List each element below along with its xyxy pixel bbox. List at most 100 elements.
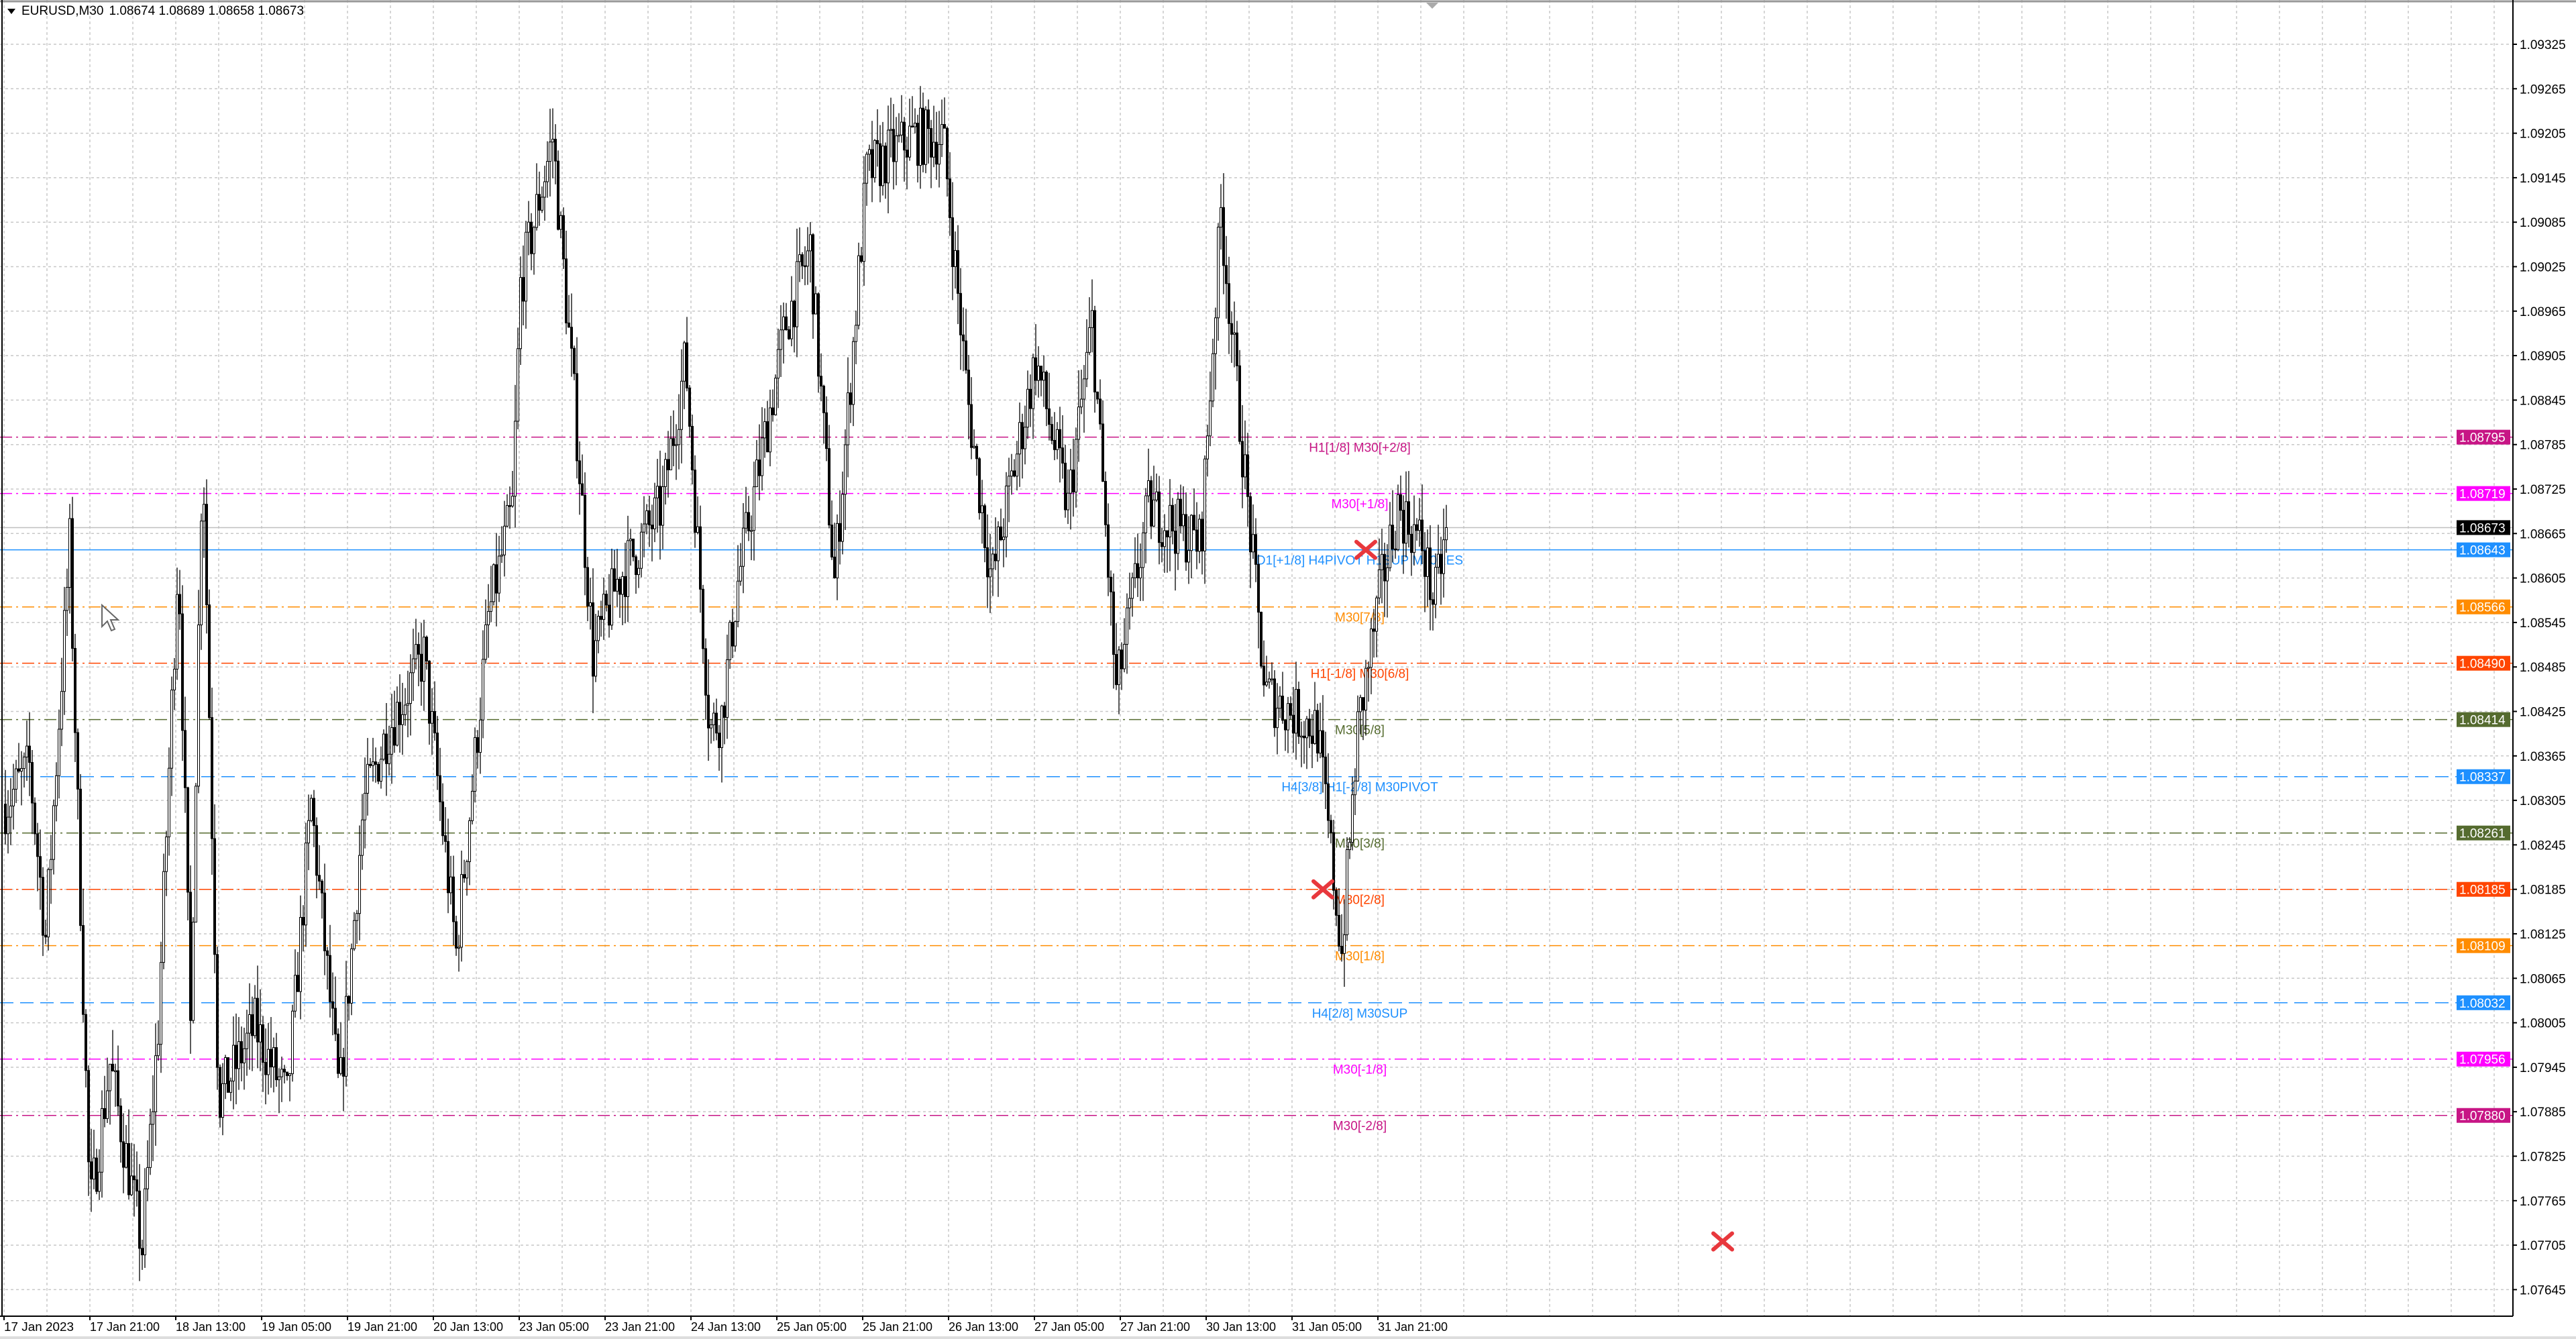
candle	[1391, 490, 1394, 563]
candle	[1394, 531, 1397, 559]
level-label: M30[-1/8]	[1333, 1063, 1387, 1077]
candle	[1134, 537, 1136, 588]
candle	[1214, 307, 1217, 390]
candle	[232, 1016, 235, 1110]
candle	[538, 171, 541, 226]
chart-header: EURUSD,M30 1.08674 1.08689 1.08658 1.086…	[7, 4, 304, 19]
candle	[1010, 453, 1013, 495]
level-price-label: 1.08109	[2459, 940, 2506, 954]
candle	[291, 1004, 294, 1082]
candle	[830, 500, 833, 560]
candle	[881, 121, 884, 196]
candle	[946, 126, 949, 197]
level-price-tag	[2457, 486, 2510, 501]
candle	[1279, 686, 1281, 718]
candle	[1402, 495, 1405, 574]
candle	[313, 790, 315, 847]
candle	[356, 910, 358, 944]
candle	[600, 600, 602, 637]
candle	[527, 201, 530, 256]
candle	[259, 989, 262, 1071]
candle	[452, 855, 455, 946]
candle	[1096, 391, 1099, 405]
candle	[916, 115, 919, 182]
candle	[409, 654, 412, 736]
candle	[643, 496, 645, 557]
candle	[1212, 338, 1214, 408]
candle	[766, 400, 769, 453]
candle	[503, 500, 506, 577]
markers	[1311, 539, 1734, 1252]
candle	[691, 415, 694, 485]
candle	[425, 635, 428, 670]
candle	[1088, 297, 1091, 356]
level-label: M30[3/8]	[1335, 837, 1385, 851]
candle	[729, 620, 731, 670]
level-price-label: 1.08490	[2459, 657, 2506, 672]
candle	[390, 694, 393, 784]
candle	[610, 548, 613, 630]
candle	[1195, 502, 1198, 570]
candle	[396, 686, 398, 747]
candle	[635, 554, 637, 594]
candle	[1359, 694, 1362, 735]
candle	[20, 751, 23, 806]
candle	[1233, 301, 1236, 368]
level-price-tag	[2457, 881, 2510, 897]
price-tick-label: 1.07765	[2520, 1195, 2566, 1209]
candle	[1356, 695, 1359, 782]
candle	[1322, 695, 1324, 793]
candle	[195, 783, 197, 923]
candle	[1424, 532, 1426, 612]
candle	[785, 303, 788, 331]
candle	[739, 543, 742, 586]
candle	[1147, 448, 1150, 502]
candle	[15, 759, 17, 804]
candle	[364, 757, 366, 849]
candle	[678, 394, 680, 470]
candle	[640, 523, 643, 578]
candle	[581, 454, 584, 496]
candle	[745, 486, 747, 534]
level-label: H4[3/8] H1[-2/8] M30PIVOT	[1281, 781, 1438, 795]
candle	[200, 513, 203, 650]
candle	[806, 227, 809, 285]
price-tick-label: 1.08725	[2520, 483, 2566, 497]
candle	[1295, 661, 1297, 760]
candle	[755, 439, 758, 488]
candle	[951, 182, 954, 301]
candle	[825, 396, 828, 462]
time-tick-label: 27 Jan 05:00	[1034, 1320, 1104, 1334]
candle	[55, 762, 58, 822]
candle	[828, 425, 830, 529]
price-tick-label: 1.08245	[2520, 839, 2566, 853]
candle	[930, 119, 932, 189]
candle	[1327, 753, 1330, 839]
chart-shift-marker[interactable]	[1426, 3, 1438, 9]
candle	[519, 256, 522, 366]
level-price-label: 1.08643	[2459, 544, 2506, 558]
candle	[237, 1017, 240, 1090]
candle	[398, 674, 401, 753]
candle	[1061, 415, 1064, 479]
candle	[608, 574, 610, 638]
current-price-tag	[2457, 520, 2510, 535]
triangle-down-icon[interactable]	[7, 8, 16, 15]
candle	[938, 111, 941, 188]
candle	[1177, 492, 1179, 570]
candle	[1155, 473, 1158, 502]
price-tick-label: 1.08305	[2520, 794, 2566, 808]
candle	[686, 317, 688, 392]
candle	[720, 704, 723, 783]
candle	[168, 747, 170, 856]
candle	[474, 727, 476, 803]
candle	[350, 943, 353, 1016]
candle	[975, 443, 978, 476]
time-tick-label: 17 Jan 21:00	[90, 1320, 160, 1334]
candle	[959, 268, 962, 370]
candle	[203, 487, 205, 558]
candle	[160, 941, 162, 1073]
candle	[1102, 400, 1104, 482]
price-tick-label: 1.08785	[2520, 439, 2566, 453]
